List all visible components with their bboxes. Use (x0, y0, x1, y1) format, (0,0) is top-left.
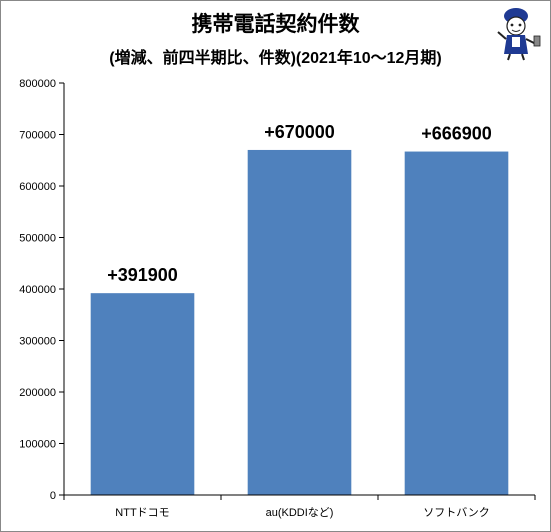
x-axis-labels: NTTドコモ au(KDDIなど) ソフトバンク (115, 506, 489, 519)
y-tick-label: 700000 (19, 130, 56, 142)
bar (90, 293, 195, 495)
mascot-logo-icon (497, 8, 541, 61)
x-tick-label: au(KDDIなど) (266, 506, 334, 519)
data-labels: +391900 +670000 +666900 (107, 122, 492, 285)
y-tick-label: 400000 (19, 284, 56, 296)
bar-series (90, 149, 536, 500)
bar (247, 149, 352, 495)
x-tick-label: NTTドコモ (115, 507, 169, 519)
bar (404, 151, 509, 495)
y-tick-label: 0 (50, 490, 56, 502)
y-axis-ticks: 0 100000 200000 300000 400000 500000 600000 700… (19, 78, 64, 502)
data-label: +666900 (421, 124, 492, 144)
data-label: +391900 (107, 265, 178, 285)
y-tick-label: 800000 (19, 78, 56, 90)
y-tick-label: 500000 (19, 233, 56, 245)
y-tick-label: 100000 (19, 439, 56, 451)
data-label: +670000 (264, 122, 335, 142)
y-tick-label: 300000 (19, 336, 56, 348)
y-tick-label: 600000 (19, 181, 56, 193)
chart-title: 携帯電話契約件数 (191, 13, 360, 36)
x-tick-label: ソフトバンク (423, 506, 490, 519)
chart-subtitle: (増減、前四半期比、件数)(2021年10～12月期) (109, 50, 442, 67)
axes (63, 83, 535, 500)
y-tick-label: 200000 (19, 387, 56, 399)
